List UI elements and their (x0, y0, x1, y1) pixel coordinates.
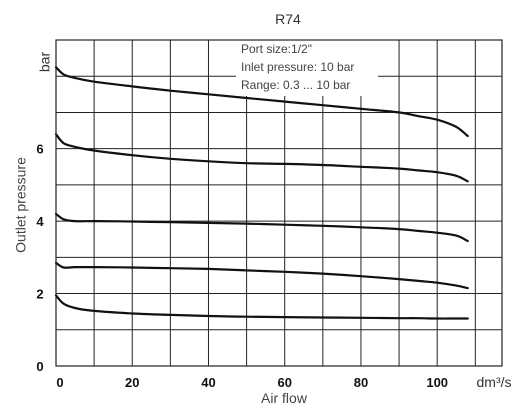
x-tick-label: 80 (354, 375, 368, 390)
y-tick-label: 6 (36, 142, 43, 157)
y-axis-ticks: 0 2 4 6 (36, 142, 44, 374)
pressure-curve-5 (54, 294, 469, 320)
annotation-box: Port size:1/2" Inlet pressure: 10 bar Rang… (241, 42, 354, 92)
x-tick-label: 20 (125, 375, 139, 390)
pressure-curve-1 (54, 66, 469, 138)
x-axis-ticks: 0 20 40 60 80 100 (56, 375, 448, 390)
annotation-line: Inlet pressure: 10 bar (241, 60, 354, 74)
x-tick-label: 0 (56, 375, 63, 390)
x-tick-label: 100 (426, 375, 448, 390)
pressure-curve-4 (54, 261, 469, 290)
curves (54, 66, 469, 320)
x-axis-unit: dm³/s (477, 374, 512, 390)
x-tick-label: 40 (201, 375, 215, 390)
x-tick-label: 60 (277, 375, 291, 390)
y-tick-label: 4 (36, 214, 44, 229)
y-tick-label: 0 (36, 359, 43, 374)
y-axis-unit: bar (37, 52, 53, 73)
annotation-line: Range: 0.3 ... 10 bar (241, 78, 350, 92)
chart-title: R74 (275, 11, 301, 27)
plot-frame (55, 39, 503, 367)
x-axis-label: Air flow (261, 390, 308, 406)
pressure-curve-3 (54, 212, 469, 243)
annotation-line: Port size:1/2" (241, 42, 312, 56)
y-tick-label: 2 (36, 287, 43, 302)
y-axis-label: Outlet pressure (13, 157, 29, 253)
annotation-background (236, 40, 378, 96)
pressure-curve-2 (54, 133, 469, 183)
